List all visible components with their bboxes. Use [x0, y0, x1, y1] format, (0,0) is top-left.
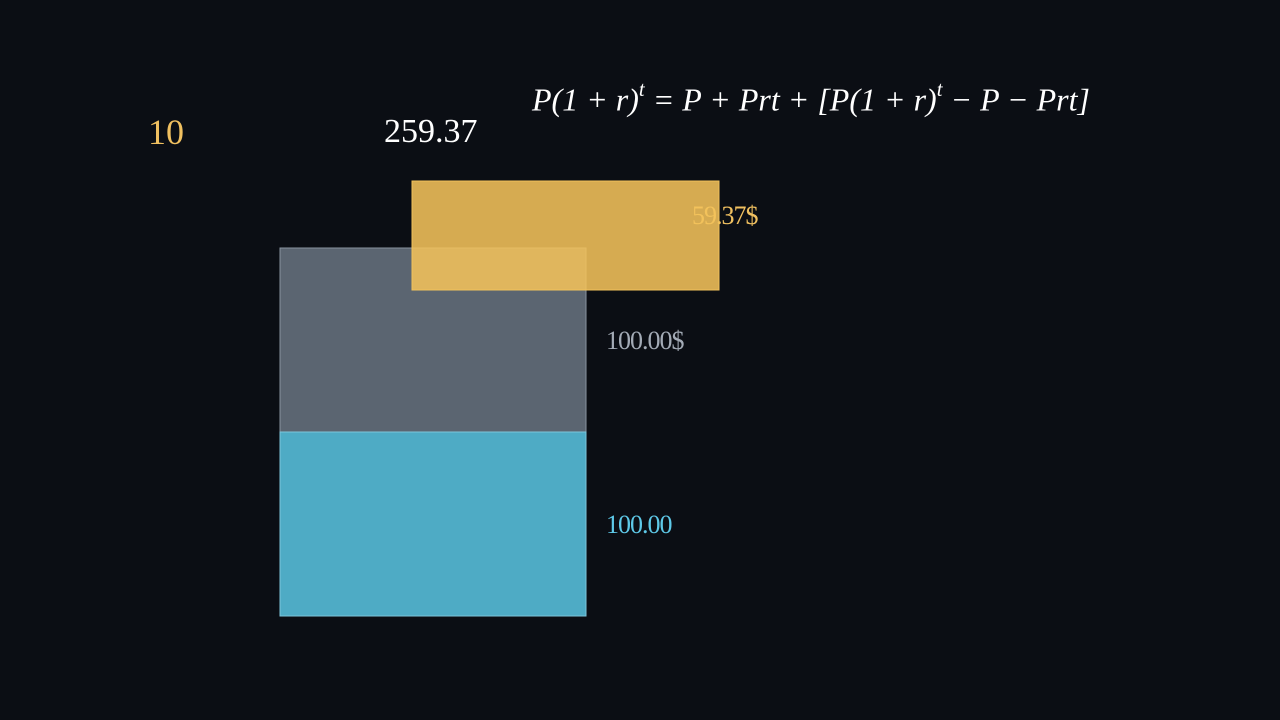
extra-interest-box: [411, 180, 720, 291]
total: 259.37: [384, 113, 478, 150]
formula-part: = P + Prt + [P(1 + r): [644, 81, 937, 118]
formula-exponent: t: [936, 78, 943, 101]
counter: 10: [148, 112, 184, 152]
formula: P(1 + r)t = P + Prt + [P(1 + r)t − P − P…: [532, 78, 1090, 118]
principal-box: [279, 431, 587, 617]
simple-interest-label: 100.00$: [606, 326, 684, 355]
principal-label: 100.00: [606, 510, 672, 539]
formula-part: − P − Prt]: [942, 81, 1090, 118]
formula-exponent: t: [638, 78, 645, 101]
formula-part: P(1 + r): [532, 81, 639, 118]
